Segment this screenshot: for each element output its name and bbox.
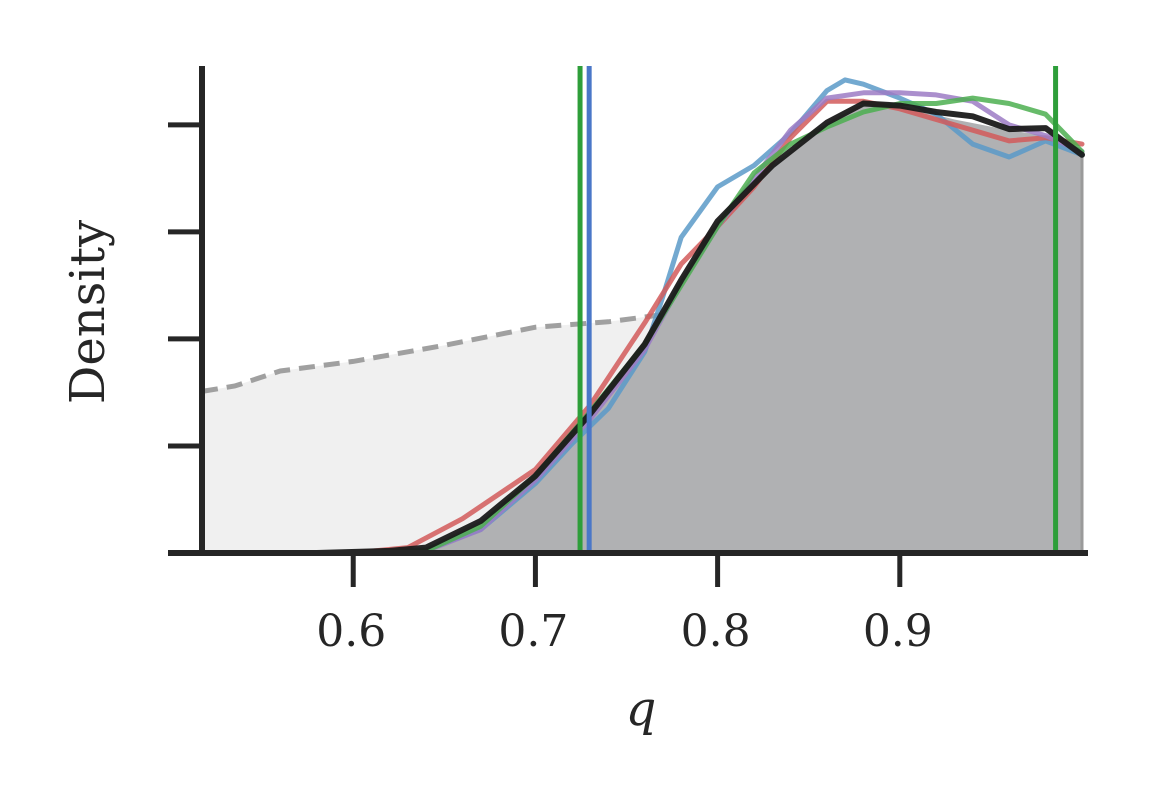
x-tick-label: 0.9 [863,606,933,657]
axes: 0.6 0.7 0.8 0.9 [168,66,1088,657]
plot-area [199,66,1085,556]
x-tick-label: 0.6 [316,606,386,657]
y-axis-label: Density [60,220,116,404]
x-tick-label: 0.7 [498,606,568,657]
series-line-3 [199,90,1085,556]
series-line-black [199,100,1085,556]
series-line-4 [199,95,1085,556]
posterior-density-area [202,103,1082,553]
x-axis-label: q [626,681,657,737]
x-tick-label: 0.8 [681,606,751,657]
